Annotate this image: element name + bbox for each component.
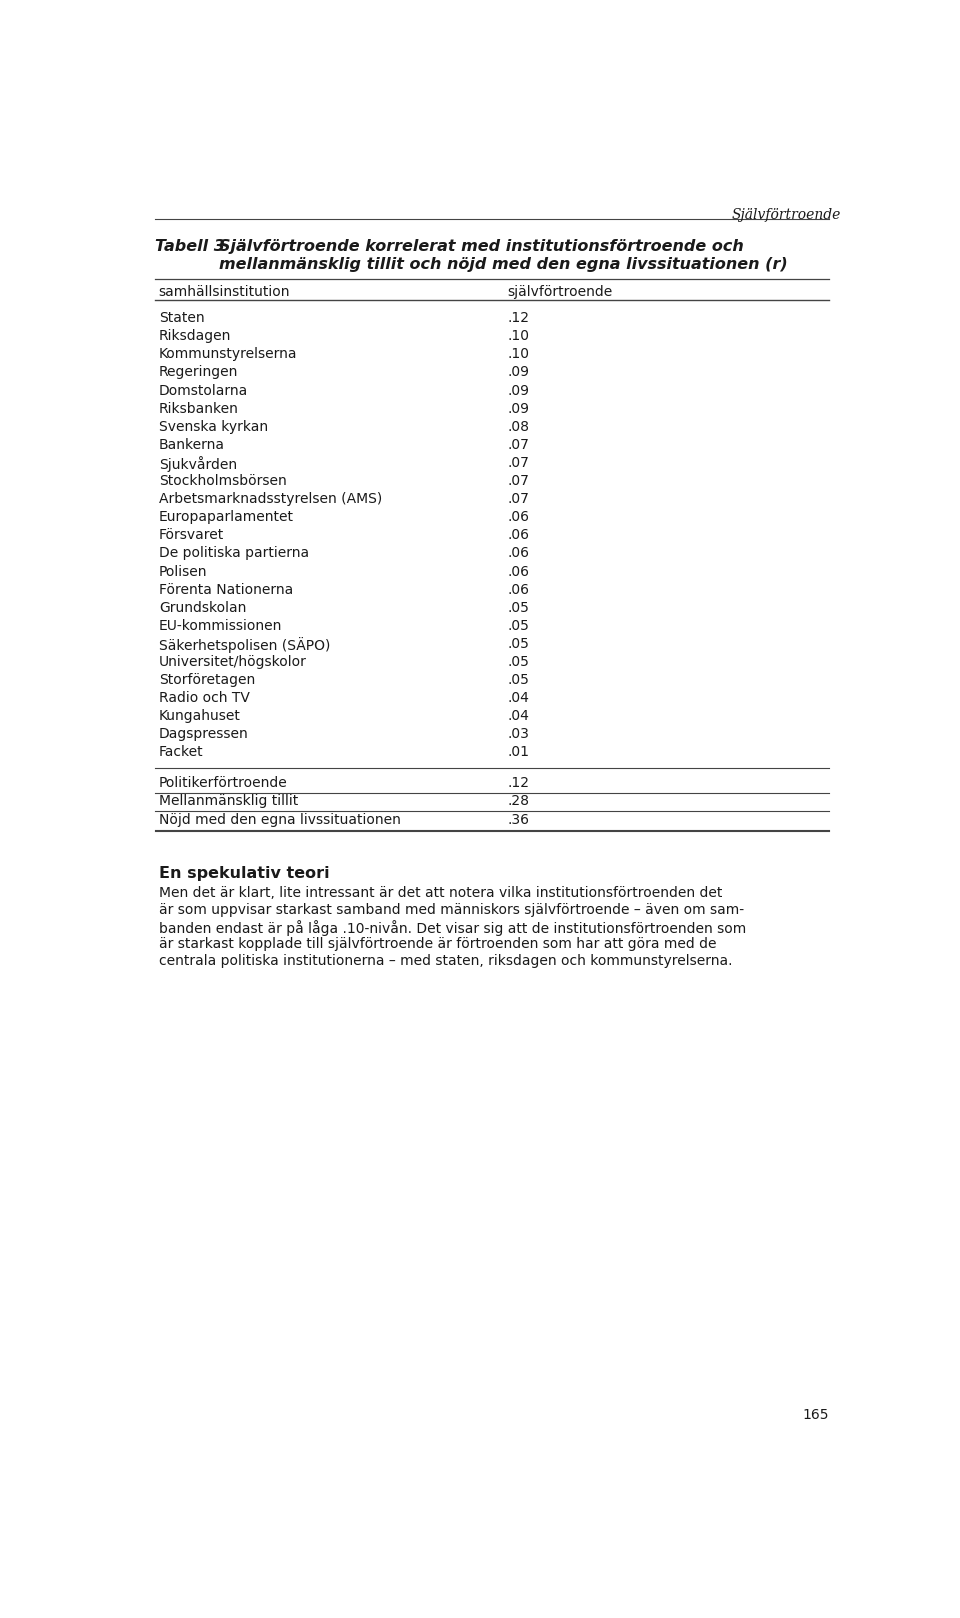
Text: Universitet/högskolor: Universitet/högskolor [158, 655, 306, 668]
Text: är som uppvisar starkast samband med människors självförtroende – även om sam-: är som uppvisar starkast samband med män… [158, 903, 744, 917]
Text: .08: .08 [508, 419, 530, 434]
Text: Självförtroende: Självförtroende [732, 209, 841, 222]
Text: Självförtroende korrelerat med institutionsförtroende och: Självförtroende korrelerat med instituti… [219, 239, 744, 254]
Text: Sjukvården: Sjukvården [158, 456, 237, 472]
Text: En spekulativ teori: En spekulativ teori [158, 866, 329, 880]
Text: .36: .36 [508, 812, 530, 827]
Text: Domstolarna: Domstolarna [158, 383, 248, 398]
Text: .06: .06 [508, 510, 530, 524]
Text: Kommunstyrelserna: Kommunstyrelserna [158, 348, 298, 361]
Text: Bankerna: Bankerna [158, 438, 225, 451]
Text: .12: .12 [508, 311, 530, 325]
Text: 165: 165 [803, 1408, 829, 1422]
Text: Stockholmsbörsen: Stockholmsbörsen [158, 474, 286, 489]
Text: .05: .05 [508, 673, 529, 688]
Text: Tabell 3: Tabell 3 [155, 239, 225, 254]
Text: Politikerförtroende: Politikerförtroende [158, 777, 287, 790]
Text: .01: .01 [508, 746, 530, 759]
Text: EU-kommissionen: EU-kommissionen [158, 618, 282, 633]
Text: Förenta Nationerna: Förenta Nationerna [158, 582, 293, 597]
Text: .06: .06 [508, 529, 530, 542]
Text: Kungahuset: Kungahuset [158, 709, 241, 723]
Text: .05: .05 [508, 655, 529, 668]
Text: Men det är klart, lite intressant är det att notera vilka institutionsförtroende: Men det är klart, lite intressant är det… [158, 887, 722, 900]
Text: Europaparlamentet: Europaparlamentet [158, 510, 294, 524]
Text: .05: .05 [508, 637, 529, 650]
Text: mellanmänsklig tillit och nöjd med den egna livssituationen (r): mellanmänsklig tillit och nöjd med den e… [219, 257, 788, 272]
Text: .04: .04 [508, 709, 529, 723]
Text: Säkerhetspolisen (SÄPO): Säkerhetspolisen (SÄPO) [158, 637, 330, 654]
Text: .10: .10 [508, 348, 530, 361]
Text: Arbetsmarknadsstyrelsen (AMS): Arbetsmarknadsstyrelsen (AMS) [158, 492, 382, 506]
Text: Grundskolan: Grundskolan [158, 600, 246, 615]
Text: Radio och TV: Radio och TV [158, 691, 250, 705]
Text: Storföretagen: Storföretagen [158, 673, 255, 688]
Text: .09: .09 [508, 383, 530, 398]
Text: .03: .03 [508, 728, 529, 741]
Text: .06: .06 [508, 582, 530, 597]
Text: banden endast är på låga .10-nivån. Det visar sig att de institutionsförtroenden: banden endast är på låga .10-nivån. Det … [158, 921, 746, 935]
Text: .07: .07 [508, 456, 529, 469]
Text: centrala politiska institutionerna – med staten, riksdagen och kommunstyrelserna: centrala politiska institutionerna – med… [158, 953, 732, 968]
Text: Mellanmänsklig tillit: Mellanmänsklig tillit [158, 794, 298, 809]
Text: Regeringen: Regeringen [158, 366, 238, 380]
Text: .28: .28 [508, 794, 530, 809]
Text: är starkast kopplade till självförtroende är förtroenden som har att göra med de: är starkast kopplade till självförtroend… [158, 937, 716, 951]
Text: .05: .05 [508, 600, 529, 615]
Text: Staten: Staten [158, 311, 204, 325]
Text: .12: .12 [508, 777, 530, 790]
Text: .07: .07 [508, 474, 529, 489]
Text: Riksbanken: Riksbanken [158, 401, 239, 416]
Text: Facket: Facket [158, 746, 204, 759]
Text: .07: .07 [508, 492, 529, 506]
Text: .04: .04 [508, 691, 529, 705]
Text: Dagspressen: Dagspressen [158, 728, 249, 741]
Text: Svenska kyrkan: Svenska kyrkan [158, 419, 268, 434]
Text: självförtroende: självförtroende [508, 285, 612, 299]
Text: Riksdagen: Riksdagen [158, 330, 231, 343]
Text: samhällsinstitution: samhällsinstitution [158, 285, 290, 299]
Text: .06: .06 [508, 565, 530, 579]
Text: Försvaret: Försvaret [158, 529, 224, 542]
Text: .09: .09 [508, 366, 530, 380]
Text: .07: .07 [508, 438, 529, 451]
Text: .09: .09 [508, 401, 530, 416]
Text: De politiska partierna: De politiska partierna [158, 547, 309, 560]
Text: .10: .10 [508, 330, 530, 343]
Text: .05: .05 [508, 618, 529, 633]
Text: Polisen: Polisen [158, 565, 207, 579]
Text: .06: .06 [508, 547, 530, 560]
Text: Nöjd med den egna livssituationen: Nöjd med den egna livssituationen [158, 812, 400, 827]
